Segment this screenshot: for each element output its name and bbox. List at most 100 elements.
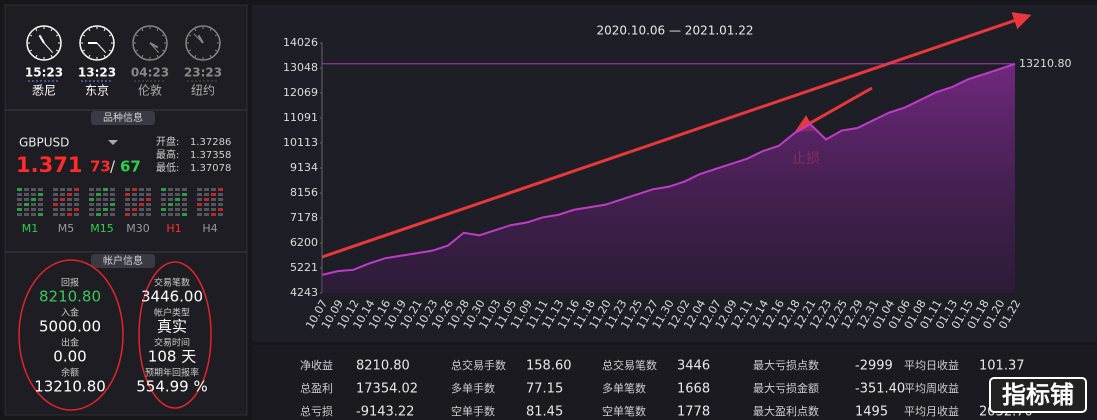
signal-cell [204, 198, 209, 201]
signal-cell [168, 203, 173, 206]
signal-cell [89, 203, 94, 206]
clock-time: 23:23 [184, 66, 222, 80]
quote-value: 1.37286 [190, 137, 231, 148]
signal-cell [24, 213, 29, 216]
clock-tick [194, 54, 197, 58]
signal-cell [24, 203, 29, 206]
quote-value: 1.37358 [190, 150, 231, 161]
signal-cell [146, 213, 151, 216]
clock-tick [35, 28, 38, 32]
signal-cell [60, 213, 65, 216]
signal-cell [67, 208, 72, 211]
signal-cell [89, 193, 94, 196]
quote-value: 1.37078 [190, 163, 231, 174]
line [321, 62, 1016, 276]
clock-city: 纽约 [191, 83, 215, 98]
clock-tick [214, 34, 218, 37]
signal-cell [211, 203, 216, 206]
stat-label: 空单手数 [451, 404, 495, 418]
clock-tick [141, 28, 144, 32]
clock-tick [82, 34, 86, 37]
clock-tick [141, 54, 144, 58]
signal-cell [168, 188, 173, 191]
signal-cell [103, 208, 108, 211]
signal-cell [53, 203, 58, 206]
signal-cell [103, 188, 108, 191]
signal-cell [67, 213, 72, 216]
clock-tick [135, 34, 139, 37]
clock-time: 13:23 [78, 66, 116, 80]
timeframe: M1 [22, 222, 39, 235]
clock-city: 悉尼 [32, 84, 56, 98]
clock-tick [103, 54, 106, 58]
clock-tick [209, 54, 212, 58]
signal-cell [161, 188, 166, 191]
stat-label: 总盈利 [300, 381, 333, 395]
clock-tick [29, 49, 33, 52]
signal-cell [182, 193, 187, 196]
clock-tick [194, 28, 197, 32]
clock-tick [188, 49, 192, 52]
signal-cell [110, 198, 115, 201]
clock-tick [88, 28, 91, 32]
stat-value: -351.40 [855, 382, 905, 397]
signal-cell [96, 198, 101, 201]
account-label: 交易笔数 [154, 277, 190, 289]
signal-cell [132, 193, 137, 196]
signal-cell [38, 193, 43, 196]
signal-cell [218, 193, 223, 196]
stat-label: 最大盈利点数 [753, 404, 819, 418]
price-bid: 73 [90, 158, 111, 176]
clock-time: 15:23 [25, 66, 63, 80]
signal-cell [110, 203, 115, 206]
clock-tick [55, 49, 59, 52]
clock-tick [50, 28, 53, 32]
signal-cell [89, 198, 94, 201]
signal-cell [53, 213, 58, 216]
price-ask: 67 [120, 158, 141, 176]
clock-tick [214, 49, 218, 52]
signal-cell [53, 188, 58, 191]
signal-cell [139, 193, 144, 196]
watermark-box [989, 377, 1087, 413]
signal-cell [38, 203, 43, 206]
account-label: 交易时间 [154, 337, 190, 349]
stats-panel [252, 345, 1097, 420]
signal-cell [17, 208, 22, 211]
dropdown-icon[interactable] [108, 140, 118, 145]
signal-cell [24, 188, 29, 191]
account-value: 5000.00 [39, 318, 101, 336]
signal-cell [146, 203, 151, 206]
timeframe: M15 [90, 222, 114, 235]
signal-cell [146, 193, 151, 196]
signal-cell [38, 198, 43, 201]
account-value: 13210.80 [34, 378, 106, 396]
signal-cell [182, 208, 187, 211]
y-tick-label: 7178 [290, 211, 318, 224]
account-label: 回报 [61, 277, 79, 289]
signal-cell [139, 188, 144, 191]
signal-cell [161, 198, 166, 201]
signal-cell [218, 198, 223, 201]
signal-cell [38, 208, 43, 211]
signal-cell [132, 198, 137, 201]
stat-value: -2999 [855, 359, 893, 374]
signal-cell [197, 188, 202, 191]
account-value: 0.00 [53, 348, 86, 366]
signal-cell [175, 193, 180, 196]
signal-cell [218, 213, 223, 216]
clock-tick [161, 49, 165, 52]
clock-face [132, 25, 168, 61]
clock-tick [156, 54, 159, 58]
clock-tick [50, 54, 53, 58]
clock-tick [135, 49, 139, 52]
clock-tick [161, 34, 165, 37]
signal-cell [211, 208, 216, 211]
signal-cell [204, 203, 209, 206]
signal-cell [31, 193, 36, 196]
signal-cell [60, 208, 65, 211]
signal-cell [139, 208, 144, 211]
signal-cell [31, 198, 36, 201]
